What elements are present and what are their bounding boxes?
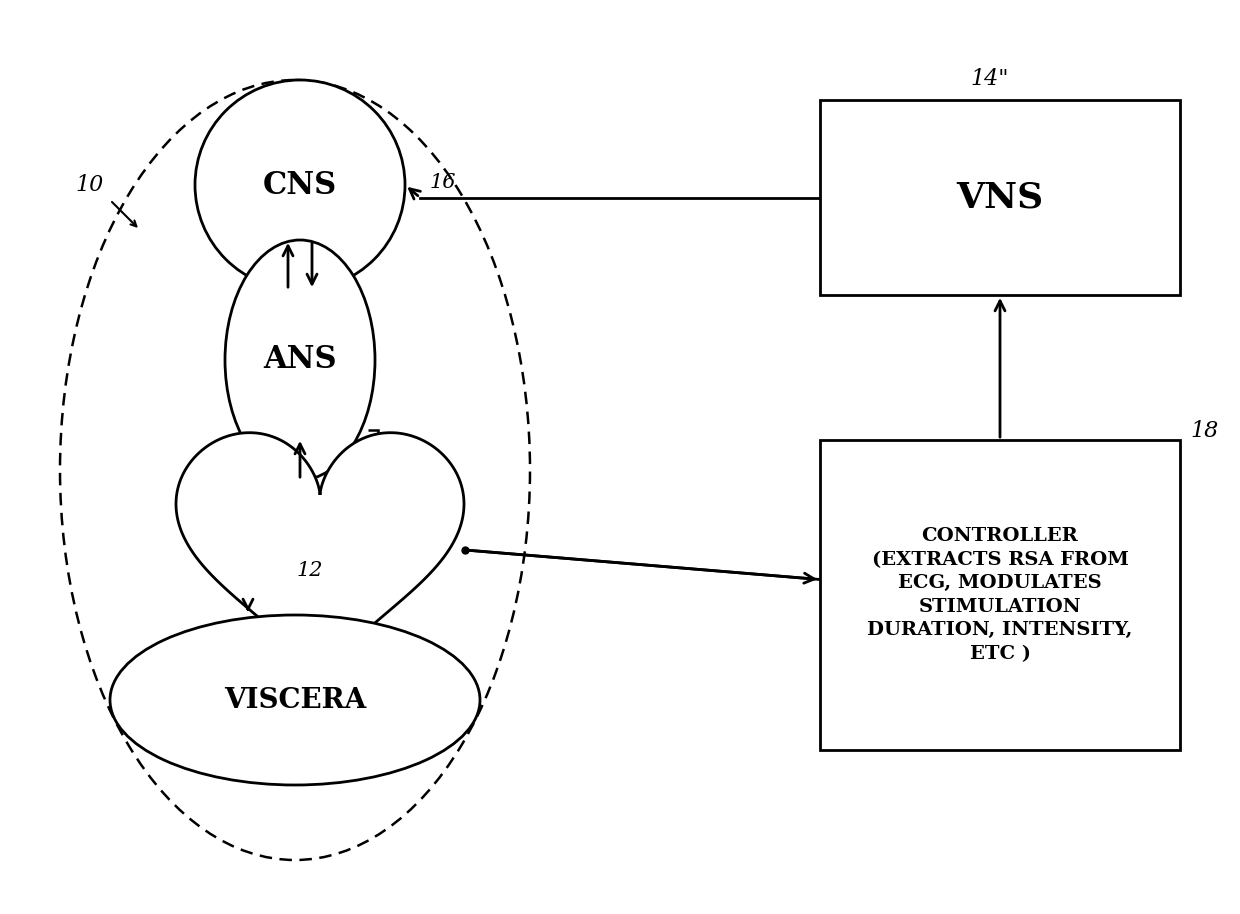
Ellipse shape <box>195 80 405 290</box>
Bar <box>248 430 378 605</box>
Text: 16: 16 <box>430 174 456 193</box>
Text: ANS: ANS <box>263 345 337 376</box>
Text: VISCERA: VISCERA <box>224 686 366 714</box>
Bar <box>820 440 1180 750</box>
Text: CONTROLLER
(EXTRACTS RSA FROM
ECG, MODULATES
STIMULATION
DURATION, INTENSITY,
ET: CONTROLLER (EXTRACTS RSA FROM ECG, MODUL… <box>867 527 1132 663</box>
Polygon shape <box>176 432 464 693</box>
Text: 12: 12 <box>296 560 324 579</box>
Text: VNS: VNS <box>956 180 1044 215</box>
Ellipse shape <box>224 240 374 480</box>
Text: CNS: CNS <box>263 169 337 200</box>
Text: 18: 18 <box>1190 420 1218 442</box>
Bar <box>820 100 1180 295</box>
Text: 14": 14" <box>971 68 1009 90</box>
Ellipse shape <box>110 615 480 785</box>
Text: 10: 10 <box>74 174 103 196</box>
